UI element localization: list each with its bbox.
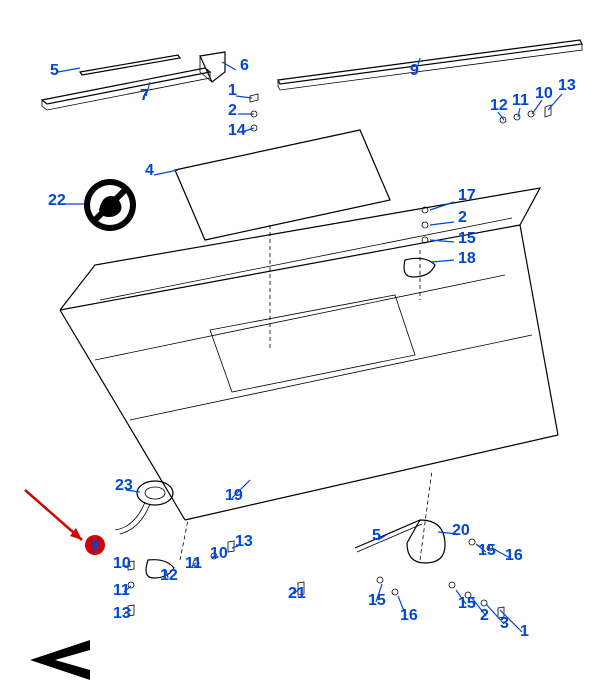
callout-15: 15: [458, 230, 476, 247]
callout-10: 10: [210, 545, 228, 562]
callout-15: 15: [478, 542, 496, 559]
callout-10: 10: [113, 555, 131, 572]
callout-3: 3: [500, 615, 509, 632]
callout-19: 19: [225, 487, 243, 504]
callout-17: 17: [458, 187, 476, 204]
highlight-arrow: [25, 490, 82, 540]
callout-10: 10: [535, 85, 553, 102]
callout-16: 16: [505, 547, 523, 564]
callout-6: 6: [240, 57, 249, 74]
parts-diagram: 5679121442212111013172151823198101113121…: [0, 0, 600, 683]
callout-2: 2: [458, 209, 467, 226]
callout-1: 1: [520, 623, 529, 640]
callout-4: 4: [145, 162, 154, 179]
callout-16: 16: [400, 607, 418, 624]
rail-left-7: [42, 55, 210, 110]
callout-2: 2: [228, 102, 237, 119]
callout-13: 13: [235, 533, 253, 550]
callout-15: 15: [368, 592, 386, 609]
callout-11: 11: [512, 92, 529, 109]
callout-12: 12: [490, 97, 508, 114]
callout-18: 18: [458, 250, 476, 267]
bracket-6: [200, 52, 225, 82]
callout-15: 15: [458, 595, 476, 612]
callout-20: 20: [452, 522, 470, 539]
callout-13: 13: [558, 77, 576, 94]
callout-5: 5: [50, 62, 59, 79]
callout-labels: 5679121442212111013172151823198101113121…: [48, 57, 576, 640]
callout-14: 14: [228, 122, 246, 139]
roof-19: [60, 188, 558, 520]
callout-2: 2: [480, 607, 489, 624]
callout-5: 5: [372, 527, 381, 544]
callout-11: 11: [185, 555, 202, 572]
callout-22: 22: [48, 192, 66, 209]
callout-7: 7: [140, 87, 149, 104]
callout-21: 21: [288, 585, 306, 602]
callout-8: 8: [91, 538, 100, 555]
callout-23: 23: [115, 477, 133, 494]
callout-12: 12: [160, 567, 178, 584]
forward-arrow: [30, 640, 90, 680]
callout-1: 1: [228, 82, 237, 99]
fasteners-1-2-14: [250, 94, 258, 131]
callout-13: 13: [113, 605, 131, 622]
panel-4: [175, 130, 390, 240]
callout-11: 11: [113, 582, 130, 599]
callout-9: 9: [410, 62, 419, 79]
strip-9: [278, 40, 582, 90]
no-step-icon: [84, 179, 136, 231]
